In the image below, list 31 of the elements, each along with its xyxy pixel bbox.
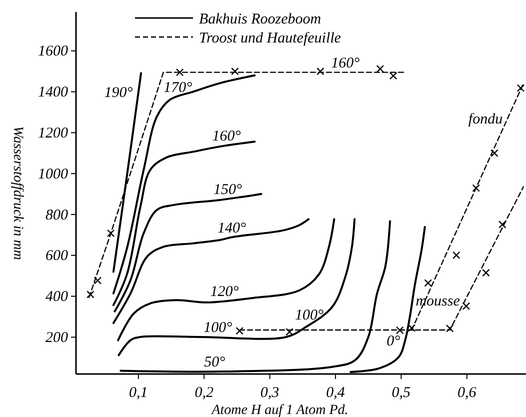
annotation: 140°: [217, 220, 246, 236]
y-tick-label: 1400: [38, 84, 68, 101]
annotation: 100°: [294, 308, 324, 324]
x-tick-label: 0,1: [129, 385, 148, 401]
annotation: 150°: [214, 182, 242, 198]
x-tick-label: 0,5: [392, 385, 412, 401]
y-tick-label: 1000: [38, 166, 68, 182]
annotation: 190°: [104, 85, 133, 102]
x-tick-label: 0,6: [458, 385, 477, 401]
x-tick-label: 0,2: [194, 385, 214, 401]
annotation: 160°: [212, 128, 241, 145]
annotation: 160°: [331, 55, 360, 72]
y-tick-label: 200: [46, 330, 68, 346]
y-tick-label: 1600: [38, 44, 68, 60]
x-axis-title: Atome H auf 1 Atom Pd.: [210, 403, 348, 417]
annotation: fondu: [468, 112, 503, 128]
annotation: 50°: [204, 354, 226, 371]
annotation: 0°: [386, 334, 400, 350]
y-axis-title: Wasserstoffdruck in mm: [10, 126, 25, 260]
x-tick-label: 0,4: [326, 385, 346, 401]
annotation: 170°: [164, 80, 192, 96]
y-tick-label: 800: [46, 207, 68, 224]
legend-label: Bakhuis Roozeboom: [199, 11, 322, 28]
annotation: mousse: [416, 294, 460, 310]
annotation: 100°: [204, 320, 232, 336]
legend-label: Troost und Hautefeuille: [199, 30, 342, 46]
annotation: 120°: [210, 284, 239, 300]
y-tick-label: 600: [46, 248, 68, 264]
y-tick-label: 400: [46, 289, 68, 306]
x-tick-label: 0,3: [260, 385, 280, 401]
y-tick-label: 1200: [38, 125, 68, 142]
